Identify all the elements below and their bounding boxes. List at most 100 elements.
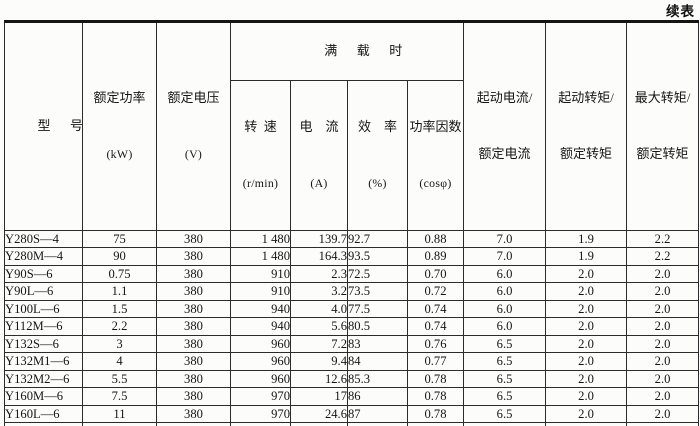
- cell: 90: [82, 247, 157, 266]
- header-rated-voltage: 额定电压 (V): [156, 21, 231, 231]
- cell: 84: [347, 352, 408, 371]
- cell: 2.0: [626, 387, 700, 406]
- cell: 380: [156, 387, 231, 406]
- cell: Y90L—6: [4, 282, 83, 301]
- header-speed-line2: (r/min): [242, 175, 279, 190]
- cell: Y160L—6: [4, 404, 83, 424]
- cell: Y112M—6: [4, 317, 83, 336]
- cell: 2.2: [82, 317, 157, 336]
- cell: 1.9: [545, 247, 628, 266]
- header-current-line2: (A): [310, 175, 328, 190]
- cell: 6.5: [463, 369, 547, 389]
- header-speed: 转 速 (r/min): [230, 79, 291, 231]
- header-start-current-ratio: 起动电流/ 额定电流: [463, 21, 547, 231]
- cell: 6.0: [463, 264, 547, 284]
- cell: 0.78: [406, 387, 465, 406]
- cell: 87: [347, 404, 408, 424]
- cell: 0.89: [406, 247, 465, 266]
- header-rated-voltage-line2: (V): [184, 146, 203, 161]
- cell: 85.3: [347, 369, 408, 389]
- header-full-load-label: 满 载 时: [324, 42, 403, 58]
- cell: 5.5: [82, 369, 157, 389]
- cell: 380: [156, 352, 231, 371]
- cell: 77.5: [347, 299, 408, 319]
- cell: Y132S—6: [4, 334, 83, 354]
- cell: 24.6: [290, 404, 348, 424]
- cell: 0.74: [406, 317, 465, 336]
- header-efficiency: 效 率 (%): [347, 79, 408, 231]
- continued-table-label: 续表: [666, 4, 695, 19]
- cell: 380: [156, 264, 231, 284]
- header-model-label: 型 号: [37, 117, 83, 133]
- cell: 31.6: [290, 422, 348, 426]
- cell: 1.5: [82, 299, 157, 319]
- header-power-factor: 功率因数 (cosφ): [406, 79, 465, 231]
- cell: 4.0: [290, 299, 348, 319]
- cell: 2.0: [545, 282, 628, 301]
- cell: 15: [82, 422, 157, 426]
- header-speed-line1: 转 速: [244, 119, 277, 135]
- header-start-torque-line1: 起动转矩/: [558, 89, 614, 105]
- cell: 3: [82, 334, 157, 354]
- cell: 4: [82, 352, 157, 371]
- cell: 970: [230, 387, 291, 406]
- cell: 1 480: [230, 229, 291, 249]
- cell: 380: [156, 404, 231, 424]
- cell: 2.0: [626, 317, 700, 336]
- cell: 0.88: [406, 229, 465, 249]
- header-start-current-line1: 起动电流/: [476, 89, 533, 105]
- cell: 2.0: [626, 299, 700, 319]
- cell: 3.2: [290, 282, 348, 301]
- cell: 5.6: [290, 317, 348, 336]
- cell: 910: [230, 264, 291, 284]
- cell: 6.0: [463, 317, 547, 336]
- cell: 72.5: [347, 264, 408, 284]
- cell: 2.0: [626, 404, 700, 424]
- cell: 2.0: [545, 404, 628, 424]
- cell: 2.0: [545, 264, 628, 284]
- cell: 7.0: [463, 229, 547, 249]
- cell: 86: [347, 387, 408, 406]
- cell: 73.5: [347, 282, 408, 301]
- cell: 1.1: [82, 282, 157, 301]
- cell: 75: [82, 229, 157, 249]
- cell: Y90S—6: [4, 264, 83, 284]
- header-start-torque-ratio: 起动转矩/ 额定转矩: [545, 21, 628, 231]
- header-rated-power-line2: (kW): [106, 146, 133, 161]
- cell: 7.5: [82, 387, 157, 406]
- cell: 6.5: [463, 387, 547, 406]
- cell: 9.4: [290, 352, 348, 371]
- table-header: 型 号 额定功率 (kW) 额定电压 (V) 满 载 时 起动电流/ 额定电流: [4, 21, 700, 231]
- table-row: Y100L—6 1.5 380 940 4.0 77.5 0.74 6.0 2.0 2.0: [4, 299, 700, 319]
- cell: 910: [230, 282, 291, 301]
- table-row: Y180L—61538097031.689.50.816.51.82.0: [4, 422, 700, 426]
- header-max-torque-line1: 最大转矩/: [634, 89, 691, 105]
- header-current: 电 流 (A): [290, 79, 348, 231]
- cell: 380: [156, 369, 231, 389]
- cell: 380: [156, 282, 231, 301]
- cell: 7.2: [290, 334, 348, 354]
- cell: 1.9: [545, 229, 628, 249]
- cell: 2.0: [545, 352, 628, 371]
- table-row: Y280M—4 90 380 1 480 164.3 93.5 0.89 7.0 1.9 2.2: [4, 247, 700, 266]
- cell: 2.0: [545, 334, 628, 354]
- cell: 380: [156, 299, 231, 319]
- cell: 2.0: [626, 264, 700, 284]
- table-row: Y132S—6 3 380 960 7.2 83 0.76 6.5 2.0 2.0: [4, 334, 700, 354]
- cell: 960: [230, 369, 291, 389]
- cell: 7.0: [463, 247, 547, 266]
- cell: 380: [156, 317, 231, 336]
- cell: 380: [156, 422, 231, 426]
- cell: 2.0: [626, 422, 700, 426]
- cell: 93.5: [347, 247, 408, 266]
- table-row: Y132M1—6 4 380 960 9.4 84 0.77 6.5 2.0 2.0: [4, 352, 700, 371]
- cell: 0.77: [406, 352, 465, 371]
- cell: 380: [156, 334, 231, 354]
- table-body: Y280S—4 75 380 1 480 139.7 92.7 0.88 7.0 1.9 2.2 Y…: [4, 229, 700, 426]
- cell: 17: [290, 387, 348, 406]
- cell: 6.5: [463, 422, 547, 426]
- header-rated-voltage-line1: 额定电压: [167, 90, 220, 106]
- cell: Y180L—6: [4, 422, 83, 426]
- cell: 0.74: [406, 299, 465, 319]
